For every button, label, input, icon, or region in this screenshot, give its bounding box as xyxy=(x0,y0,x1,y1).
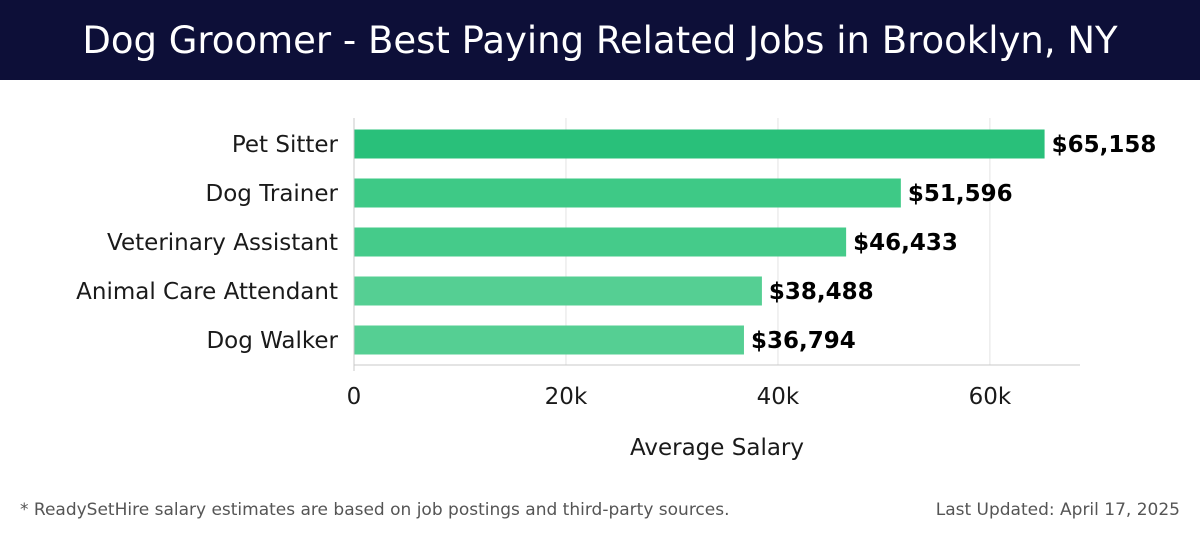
category-label: Dog Walker xyxy=(206,328,338,354)
bar xyxy=(354,178,901,208)
value-label: $38,488 xyxy=(769,279,874,305)
value-label: $36,794 xyxy=(751,328,856,354)
category-label: Dog Trainer xyxy=(206,181,339,207)
last-updated: Last Updated: April 17, 2025 xyxy=(935,500,1180,520)
value-label: $46,433 xyxy=(853,230,958,256)
bar-chart: Pet Sitter $65,158 Dog Trainer $51,596 Veter… xyxy=(76,118,1157,461)
x-axis-title: Average Salary xyxy=(630,435,804,461)
x-tick-label: 20k xyxy=(545,384,588,410)
bar xyxy=(354,227,847,257)
x-tick-label: 0 xyxy=(347,384,362,410)
header-banner: Dog Groomer - Best Paying Related Jobs i… xyxy=(0,0,1200,80)
x-tick-label: 60k xyxy=(969,384,1012,410)
x-tick-label: 40k xyxy=(757,384,800,410)
bar xyxy=(354,325,744,355)
category-label: Veterinary Assistant xyxy=(107,230,338,256)
category-label: Pet Sitter xyxy=(232,132,339,158)
footnote: * ReadySetHire salary estimates are base… xyxy=(20,500,730,520)
bar xyxy=(354,276,762,306)
value-label: $65,158 xyxy=(1052,132,1157,158)
category-label: Animal Care Attendant xyxy=(76,279,338,305)
chart-title: Dog Groomer - Best Paying Related Jobs i… xyxy=(82,18,1118,62)
bar xyxy=(354,129,1045,159)
value-label: $51,596 xyxy=(908,181,1013,207)
